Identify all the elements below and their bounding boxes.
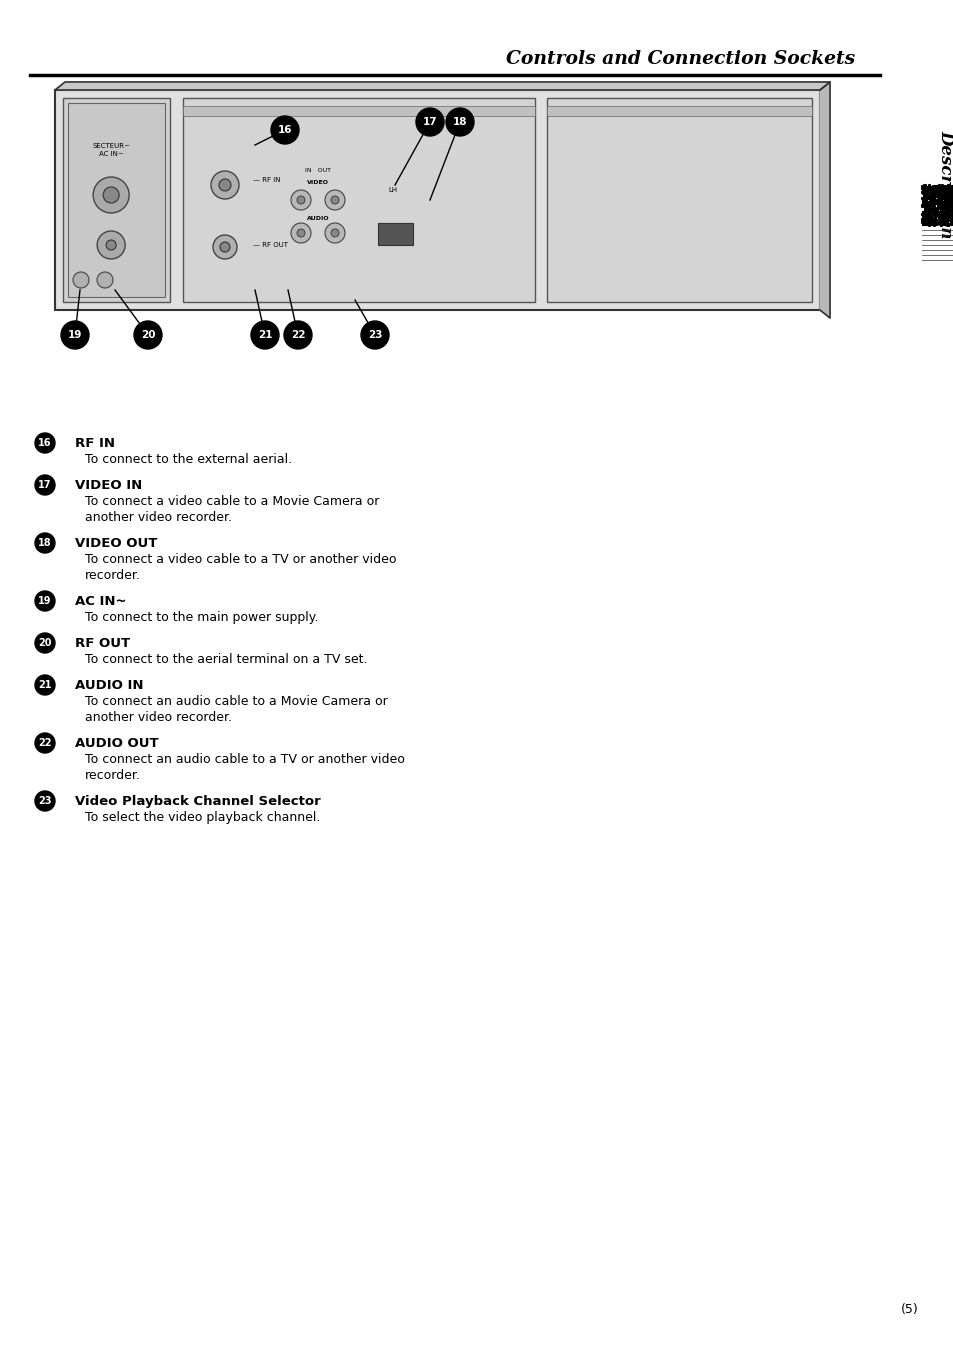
Text: recorder.: recorder. [85, 769, 141, 782]
Bar [377, 223, 413, 246]
Text: IN   OUT: IN OUT [305, 167, 331, 173]
Circle shape [291, 190, 311, 210]
Text: (5): (5) [901, 1303, 918, 1317]
Text: — RF OUT: — RF OUT [253, 241, 288, 248]
Circle shape [325, 223, 345, 243]
Circle shape [35, 433, 55, 453]
Circle shape [331, 229, 338, 237]
Text: Description: Description [937, 130, 953, 239]
Text: recorder.: recorder. [85, 569, 141, 581]
Polygon shape [55, 82, 829, 90]
Text: 22: 22 [38, 738, 51, 747]
Text: RF IN: RF IN [75, 437, 115, 451]
Circle shape [133, 321, 162, 349]
Circle shape [296, 229, 305, 237]
Circle shape [35, 475, 55, 495]
Text: 18: 18 [38, 538, 51, 548]
Text: 20: 20 [38, 638, 51, 648]
Text: 22: 22 [291, 331, 305, 340]
Text: 16: 16 [38, 438, 51, 448]
Circle shape [331, 196, 338, 204]
Circle shape [97, 231, 125, 259]
Text: 18: 18 [453, 117, 467, 127]
Circle shape [271, 116, 298, 144]
Text: To connect a video cable to a TV or another video: To connect a video cable to a TV or anot… [85, 553, 396, 567]
Text: another video recorder.: another video recorder. [85, 711, 232, 724]
Text: 17: 17 [38, 480, 51, 490]
Text: 19: 19 [38, 596, 51, 606]
Bar [68, 103, 165, 297]
Circle shape [325, 190, 345, 210]
Text: 16: 16 [277, 125, 292, 135]
Text: AC IN~: AC IN~ [75, 595, 127, 608]
Circle shape [446, 108, 474, 136]
Text: 19: 19 [68, 331, 82, 340]
Text: AUDIO OUT: AUDIO OUT [75, 737, 158, 750]
Text: 23: 23 [367, 331, 382, 340]
Circle shape [213, 235, 236, 259]
Bar [63, 98, 170, 302]
Circle shape [35, 733, 55, 753]
Circle shape [35, 591, 55, 611]
Text: 23: 23 [38, 796, 51, 805]
Circle shape [103, 188, 119, 202]
Circle shape [35, 674, 55, 695]
Circle shape [211, 171, 239, 200]
Text: another video recorder.: another video recorder. [85, 511, 232, 523]
Text: Video Playback Channel Selector: Video Playback Channel Selector [75, 795, 320, 808]
Circle shape [97, 272, 112, 287]
Text: — RF IN: — RF IN [253, 177, 280, 183]
Circle shape [296, 196, 305, 204]
Circle shape [61, 321, 89, 349]
Bar [546, 107, 811, 116]
Bar [183, 98, 535, 302]
Text: AUDIO IN: AUDIO IN [75, 679, 143, 692]
Text: To connect to the external aerial.: To connect to the external aerial. [85, 453, 292, 465]
Circle shape [220, 241, 230, 252]
Text: 21: 21 [38, 680, 51, 689]
Text: VIDEO OUT: VIDEO OUT [75, 537, 157, 550]
Text: To select the video playback channel.: To select the video playback channel. [85, 811, 320, 824]
Circle shape [35, 533, 55, 553]
Text: To connect an audio cable to a Movie Camera or: To connect an audio cable to a Movie Cam… [85, 695, 387, 708]
Circle shape [106, 240, 116, 250]
Text: VIDEO: VIDEO [307, 179, 329, 185]
Bar [183, 107, 535, 116]
Text: 20: 20 [141, 331, 155, 340]
Text: RF OUT: RF OUT [75, 637, 130, 650]
Circle shape [35, 791, 55, 811]
Text: To connect to the main power supply.: To connect to the main power supply. [85, 611, 318, 625]
Text: To connect an audio cable to a TV or another video: To connect an audio cable to a TV or ano… [85, 753, 404, 766]
Circle shape [416, 108, 443, 136]
Circle shape [35, 633, 55, 653]
Circle shape [219, 179, 231, 192]
Text: VIDEO IN: VIDEO IN [75, 479, 142, 492]
FancyBboxPatch shape [55, 90, 820, 310]
Text: LH: LH [388, 188, 397, 193]
Circle shape [360, 321, 389, 349]
Polygon shape [820, 82, 829, 318]
Circle shape [291, 223, 311, 243]
Text: 21: 21 [257, 331, 272, 340]
Text: To connect a video cable to a Movie Camera or: To connect a video cable to a Movie Came… [85, 495, 379, 509]
Text: AUDIO: AUDIO [306, 216, 329, 220]
Circle shape [251, 321, 278, 349]
Circle shape [93, 177, 129, 213]
Text: 17: 17 [422, 117, 436, 127]
Bar [546, 98, 811, 302]
Text: To connect to the aerial terminal on a TV set.: To connect to the aerial terminal on a T… [85, 653, 367, 666]
Circle shape [73, 272, 89, 287]
Text: Controls and Connection Sockets: Controls and Connection Sockets [505, 50, 854, 67]
Circle shape [284, 321, 312, 349]
Text: SECTEUR~
AC IN~: SECTEUR~ AC IN~ [92, 143, 130, 156]
